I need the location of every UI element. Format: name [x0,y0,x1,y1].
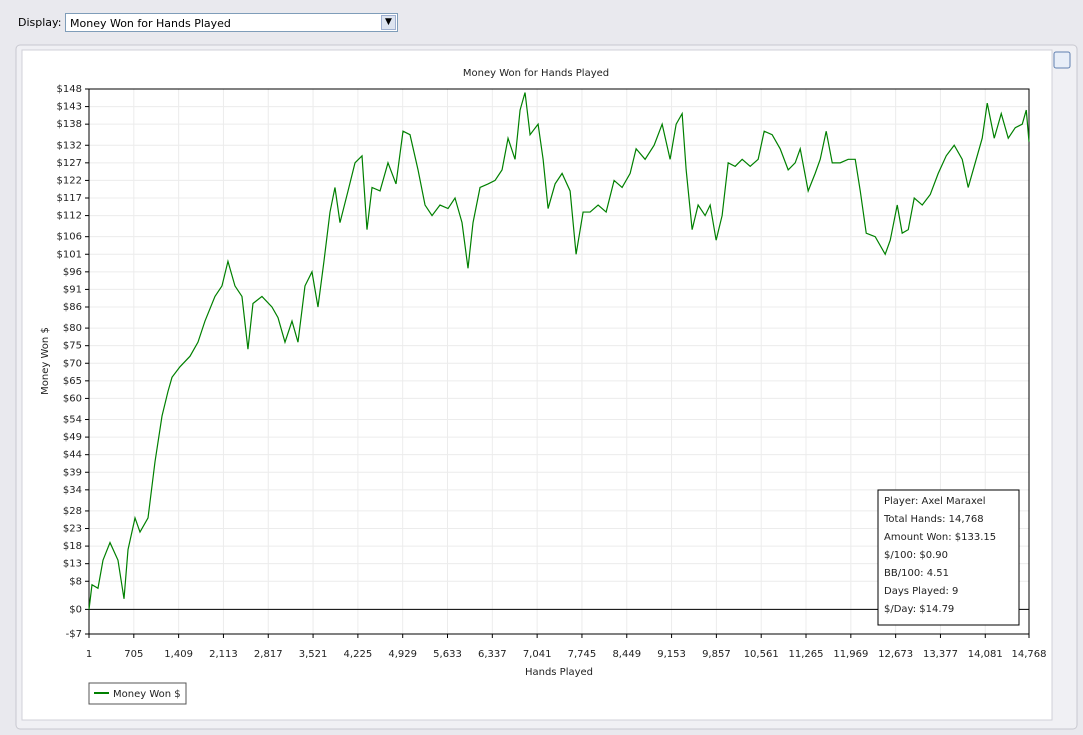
y-tick-label: $117 [57,193,82,204]
x-tick-label: 14,081 [968,649,1003,660]
data-line [88,92,1030,610]
y-tick-label: $39 [63,467,82,478]
y-tick-label: $122 [57,175,82,186]
x-tick-label: 10,561 [744,649,779,660]
y-tick-label: $75 [63,341,82,352]
watermark: 3 [268,104,302,167]
x-tick-label: 13,377 [923,649,958,660]
x-tick-label: 11,265 [789,649,824,660]
y-tick-label: $65 [63,376,82,387]
y-tick-label: $13 [63,559,82,570]
x-tick-label: 5,633 [433,649,462,660]
chart-title: Money Won for Hands Played [463,68,609,79]
y-tick-label: $106 [57,232,82,243]
x-tick-label: 1,409 [164,649,193,660]
y-tick-label: $101 [57,249,82,260]
y-tick-label: $112 [57,211,82,222]
watermark: TRACKER [112,147,284,180]
info-line: Amount Won: $133.15 [884,532,996,543]
x-tick-label: 8,449 [612,649,641,660]
x-tick-label: 2,817 [254,649,283,660]
y-tick-label: $28 [63,506,82,517]
x-tick-label: 3,521 [299,649,328,660]
dropdown-arrow[interactable]: ▼ [381,15,396,30]
y-tick-label: $44 [63,450,82,461]
y-tick-label: $18 [63,541,82,552]
y-tick-label: $34 [63,485,82,496]
y-tick-label: $80 [63,323,82,334]
y-axis-label: Money Won $ [40,327,51,395]
info-line: Total Hands: 14,768 [883,514,984,525]
info-line: $/100: $0.90 [884,550,948,561]
x-tick-label: 11,969 [833,649,868,660]
y-tick-label: $148 [57,84,82,95]
info-box [877,489,1020,626]
x-tick-label: 4,929 [388,649,417,660]
y-tick-label: $138 [57,119,82,130]
y-tick-label: $23 [63,524,82,535]
y-tick-label: $132 [57,140,82,151]
y-tick-label: $96 [63,267,82,278]
toolbar: Display: Money Won for Hands Played ▼ [0,0,1083,45]
x-tick-label: 14,768 [1012,649,1047,660]
x-tick-label: 705 [124,649,143,660]
x-tick-label: 6,337 [478,649,507,660]
legend-label: Money Won $ [113,689,181,700]
x-tick-label: 9,857 [702,649,731,660]
y-tick-label: $86 [63,302,82,313]
y-tick-label: $70 [63,358,82,369]
info-line: Player: Axel Maraxel [884,496,986,507]
expand-icon[interactable] [1053,51,1071,69]
info-line: BB/100: 4.51 [884,568,949,579]
info-line: Days Played: 9 [884,586,958,597]
x-tick-label: 1 [86,649,92,660]
x-tick-label: 4,225 [344,649,373,660]
y-tick-label: $8 [69,576,82,587]
y-tick-label: $143 [57,102,82,113]
y-tick-label: -$7 [66,629,82,640]
info-line: $/Day: $14.79 [884,604,954,615]
x-tick-label: 7,745 [568,649,597,660]
y-tick-label: $54 [63,415,82,426]
x-axis-label: Hands Played [525,667,593,678]
y-tick-label: $0 [69,604,82,615]
y-tick-label: $60 [63,393,82,404]
plot-area [89,89,1029,634]
plot-border [88,88,1030,635]
chart-area [21,49,1053,721]
display-select[interactable]: Money Won for Hands Played ▼ [65,13,398,32]
panel [15,44,1078,730]
x-tick-label: 12,673 [878,649,913,660]
watermark: POKER [198,104,349,150]
y-tick-label: $49 [63,432,82,443]
x-tick-label: 7,041 [523,649,552,660]
y-tick-label: $91 [63,284,82,295]
legend [88,682,187,705]
x-tick-label: 9,153 [657,649,686,660]
y-tick-label: $127 [57,158,82,169]
legend-box [88,682,187,705]
x-tick-label: 2,113 [209,649,238,660]
display-label: Display: [18,16,62,29]
display-selected: Money Won for Hands Played [70,17,231,30]
